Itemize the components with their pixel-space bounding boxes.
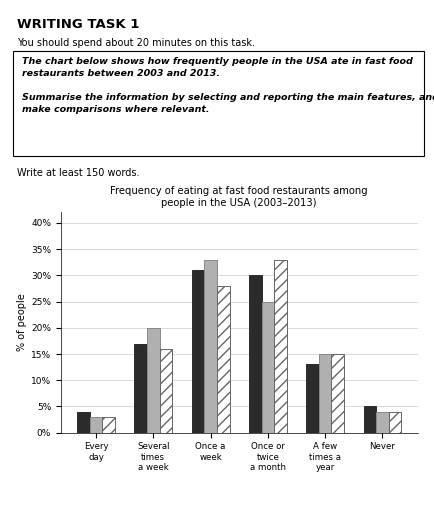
Bar (318, 354, 331, 433)
Text: WRITING TASK 1: WRITING TASK 1 (17, 18, 139, 31)
Bar (217, 286, 229, 433)
Bar (261, 302, 273, 433)
Bar (147, 328, 159, 433)
Bar (248, 275, 261, 433)
Y-axis label: % of people: % of people (17, 294, 27, 351)
Text: Write at least 150 words.: Write at least 150 words. (17, 168, 140, 178)
Bar (159, 349, 172, 433)
Bar (388, 412, 401, 433)
Bar (306, 365, 318, 433)
Text: The chart below shows how frequently people in the USA ate in fast food
restaura: The chart below shows how frequently peo… (22, 57, 434, 114)
Text: You should spend about 20 minutes on this task.: You should spend about 20 minutes on thi… (17, 38, 255, 49)
Bar (134, 344, 147, 433)
Bar (331, 354, 343, 433)
Bar (273, 260, 286, 433)
Bar (77, 412, 89, 433)
Bar (204, 260, 217, 433)
Bar (89, 417, 102, 433)
Bar (191, 270, 204, 433)
Title: Frequency of eating at fast food restaurants among
people in the USA (2003–2013): Frequency of eating at fast food restaur… (110, 186, 367, 207)
Bar (102, 417, 115, 433)
Bar (375, 412, 388, 433)
Bar (363, 407, 375, 433)
